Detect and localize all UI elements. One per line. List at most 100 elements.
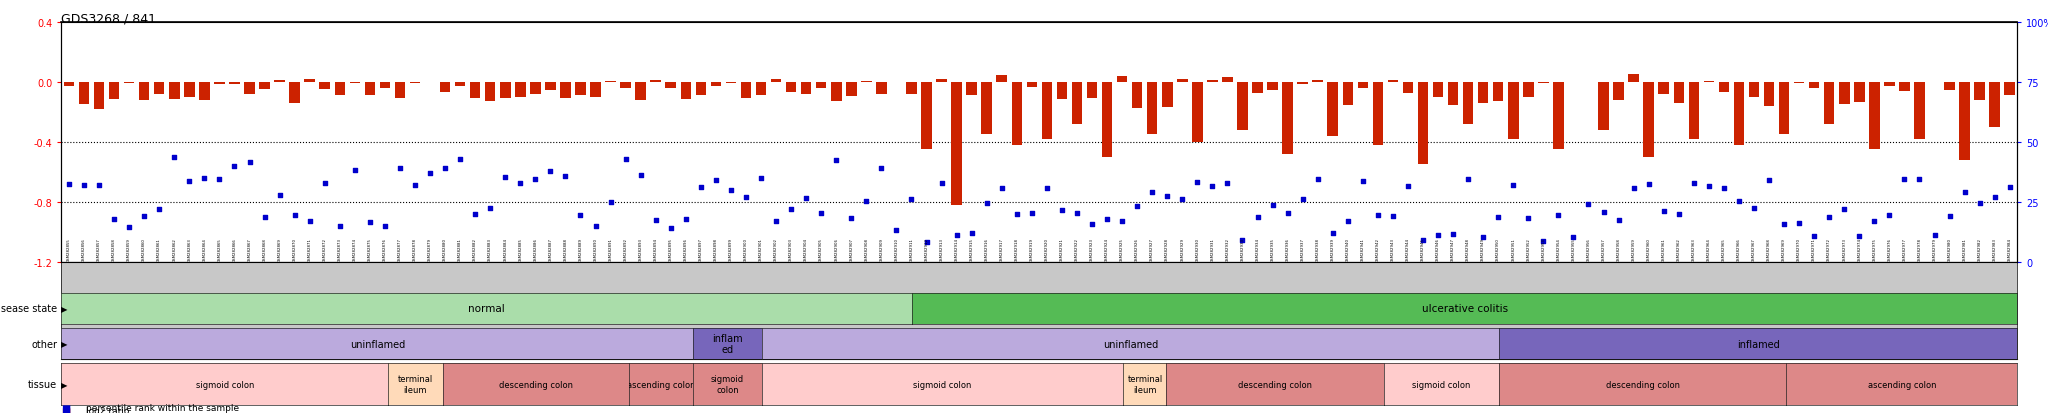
Bar — [1161, 83, 1174, 108]
Point — [1210, 180, 1243, 187]
Bar — [305, 80, 315, 83]
Bar — [1313, 81, 1323, 83]
Bar — [756, 83, 766, 95]
Text: ascending colon: ascending colon — [1868, 380, 1935, 389]
Bar — [725, 83, 735, 84]
Bar — [1206, 81, 1219, 83]
Bar — [1989, 83, 2001, 128]
Point — [1888, 176, 1921, 183]
Point — [1452, 176, 1485, 183]
Point — [459, 211, 492, 218]
Point — [1993, 184, 2025, 191]
Bar — [711, 83, 721, 87]
Bar — [274, 81, 285, 83]
Text: inflamed: inflamed — [1737, 339, 1780, 349]
Bar — [1628, 75, 1638, 83]
Bar — [1884, 83, 1894, 87]
Bar — [1178, 79, 1188, 83]
Point — [1016, 210, 1049, 216]
Bar — [1614, 83, 1624, 101]
Point — [1092, 216, 1124, 223]
Point — [1438, 232, 1470, 238]
Point — [113, 224, 145, 231]
Text: ▶: ▶ — [61, 339, 68, 348]
Bar — [1944, 83, 1956, 90]
Point — [1933, 213, 1966, 220]
Point — [98, 216, 131, 223]
Bar — [1042, 83, 1053, 140]
Point — [293, 218, 326, 225]
Text: terminal
ileum: terminal ileum — [397, 375, 432, 394]
Bar — [199, 83, 209, 100]
Point — [158, 154, 190, 160]
Bar — [319, 83, 330, 90]
Point — [188, 175, 221, 182]
Bar — [801, 83, 811, 95]
Bar — [1102, 83, 1112, 157]
Bar — [905, 83, 918, 95]
Point — [1919, 232, 1952, 239]
Point — [414, 170, 446, 177]
Bar — [1688, 83, 1700, 140]
Point — [369, 223, 401, 230]
Bar — [514, 83, 526, 97]
Point — [791, 195, 823, 202]
Point — [1511, 215, 1544, 221]
Point — [1346, 178, 1378, 185]
Point — [895, 197, 928, 203]
Point — [670, 216, 702, 223]
Point — [1798, 233, 1831, 240]
Point — [127, 214, 160, 220]
Point — [82, 182, 115, 189]
Point — [1587, 209, 1620, 216]
Point — [1858, 218, 1890, 225]
Point — [1483, 214, 1516, 221]
Point — [489, 174, 522, 181]
Bar — [334, 83, 344, 96]
Point — [1497, 182, 1530, 189]
Bar — [1282, 83, 1292, 154]
Bar — [1808, 83, 1819, 88]
Bar — [530, 83, 541, 95]
Point — [1151, 193, 1184, 200]
Bar — [815, 83, 827, 89]
Point — [836, 215, 868, 222]
Point — [1196, 184, 1229, 190]
Point — [1120, 203, 1153, 210]
Bar — [561, 83, 571, 99]
Point — [1722, 198, 1755, 205]
Bar — [575, 83, 586, 96]
Point — [700, 177, 733, 183]
Point — [217, 164, 250, 170]
Bar — [590, 83, 600, 97]
Point — [580, 223, 612, 230]
Text: descending colon: descending colon — [1606, 380, 1679, 389]
Bar — [1825, 83, 1835, 125]
Bar — [229, 83, 240, 85]
Point — [279, 212, 311, 218]
Bar — [1403, 83, 1413, 93]
Bar — [500, 83, 510, 99]
Point — [1767, 221, 1800, 228]
Bar — [967, 83, 977, 95]
Point — [338, 167, 371, 174]
Bar — [1327, 83, 1337, 136]
Bar — [846, 83, 856, 96]
Bar — [831, 83, 842, 102]
Bar — [215, 83, 225, 84]
Point — [1255, 202, 1288, 209]
Bar — [680, 83, 690, 100]
Point — [1677, 180, 1710, 187]
Bar — [244, 83, 254, 95]
Text: ▶: ▶ — [61, 304, 68, 313]
Point — [1362, 212, 1395, 219]
Point — [1137, 189, 1169, 196]
Point — [1573, 202, 1606, 208]
Bar — [485, 83, 496, 102]
Point — [1829, 206, 1862, 213]
Text: sigmoid
colon: sigmoid colon — [711, 375, 743, 394]
Bar — [1974, 83, 1985, 101]
Bar — [545, 83, 555, 90]
Bar — [997, 76, 1008, 83]
Bar — [936, 80, 946, 83]
